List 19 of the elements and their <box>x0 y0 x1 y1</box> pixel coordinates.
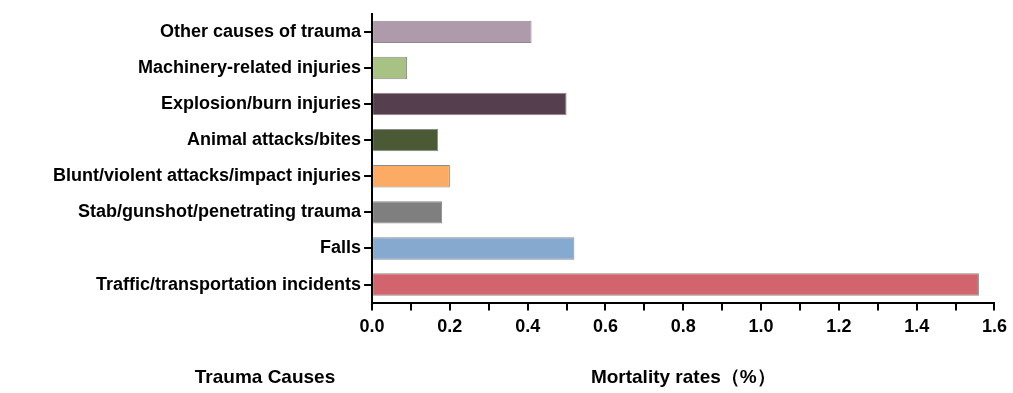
y-tick-label: Other causes of trauma <box>160 20 363 41</box>
x-tick-label: 0.6 <box>592 316 618 337</box>
x-tick-label: 0.0 <box>359 316 385 337</box>
x-axis-title: Mortality rates（%） <box>590 365 776 387</box>
x-tick-label: 1.2 <box>826 316 852 337</box>
y-axis-title: Trauma Causes <box>194 366 336 388</box>
y-tick-label: Explosion/burn injuries <box>161 93 362 114</box>
y-tick-label: Blunt/violent attacks/impact injuries <box>53 165 362 186</box>
y-tick-label: Stab/gunshot/penetrating trauma <box>78 201 363 222</box>
y-tick-label: Falls <box>320 237 362 258</box>
x-tick-label: 0.8 <box>670 316 696 337</box>
x-tick-label: 1.0 <box>748 316 774 337</box>
x-tick-label: 1.6 <box>981 316 1007 337</box>
x-tick-label: 0.2 <box>437 316 463 337</box>
y-tick-label: Animal attacks/bites <box>187 129 362 150</box>
x-tick-label: 1.4 <box>904 316 930 337</box>
y-tick-label: Machinery-related injuries <box>138 56 362 77</box>
y-tick-label: Traffic/transportation incidents <box>96 273 362 294</box>
x-tick-label: 0.4 <box>515 316 541 337</box>
